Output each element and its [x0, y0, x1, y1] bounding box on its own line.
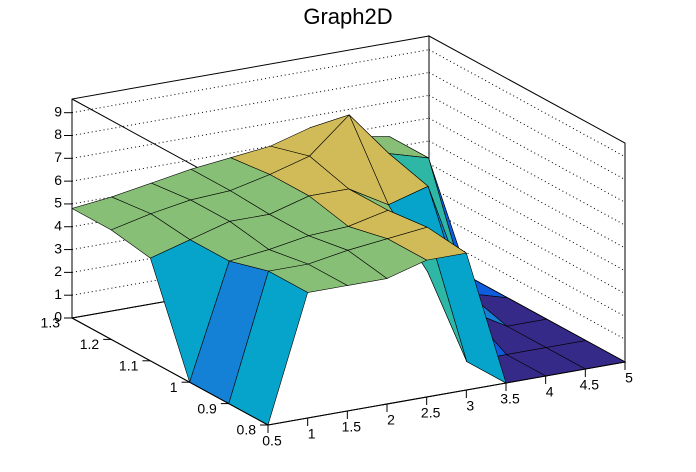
z-tick-label: 1 [54, 286, 62, 302]
z-tick-label: 8 [54, 126, 62, 142]
x-tick-label: 1.5 [342, 419, 362, 435]
x-tick-label: 1 [308, 426, 316, 442]
x-tick-label: 5 [625, 370, 633, 386]
z-tick-label: 3 [54, 240, 62, 256]
z-tick-label: 5 [54, 195, 62, 211]
x-tick-label: 3 [466, 398, 474, 414]
grid-line [71, 231, 430, 296]
x-tick-label: 4 [546, 384, 554, 400]
grid-line [71, 254, 430, 319]
z-tick-label: 2 [54, 263, 62, 279]
z-tick-label: 9 [54, 103, 62, 119]
y-tick-label: 1.1 [119, 358, 139, 374]
y-tick-label: 1.3 [41, 315, 61, 331]
chart-title: Graph2D [303, 4, 392, 29]
x-tick-label: 4.5 [580, 377, 600, 393]
grid-line [71, 72, 430, 136]
x-tick-label: 2 [387, 412, 395, 428]
x-tick-label: 3.5 [500, 391, 520, 407]
x-tick-label: 0.5 [262, 433, 282, 449]
z-tick-label: 7 [54, 149, 62, 165]
y-tick-label: 1.2 [80, 336, 100, 352]
grid-line [71, 49, 430, 114]
z-tick-label: 6 [54, 172, 62, 188]
y-axis [71, 317, 269, 426]
grid-line [71, 208, 430, 273]
x-tick-label: 2.5 [421, 405, 441, 421]
z-tick-label: 4 [54, 217, 62, 233]
x-axis [267, 361, 626, 426]
y-tick-label: 1 [170, 379, 178, 395]
grid-line [71, 117, 430, 182]
grid-line [71, 94, 430, 159]
y-tick-label: 0.8 [237, 422, 257, 438]
y-tick-label: 0.9 [197, 400, 217, 416]
z-tick-label: 0 [54, 309, 62, 325]
